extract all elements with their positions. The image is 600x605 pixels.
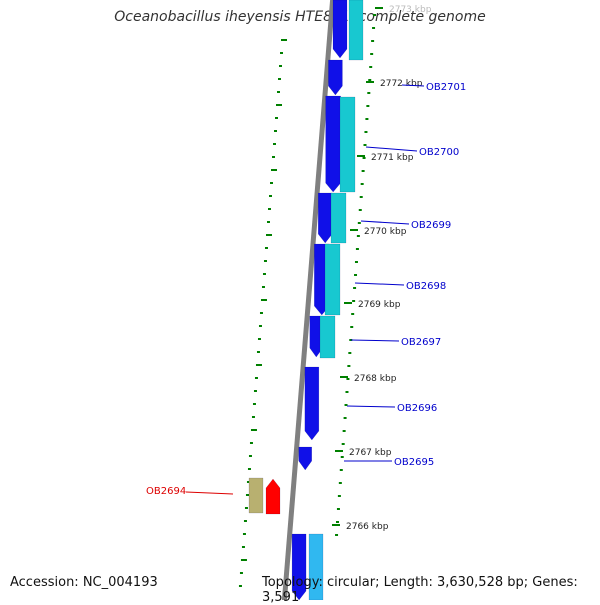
cds-cyan-gene	[324, 243, 341, 316]
gene-label-ob2697[interactable]: OB2697	[350, 337, 441, 348]
accession-text: Accession: NC_004193	[10, 575, 158, 590]
cds-forward-gene	[304, 366, 320, 441]
gene-label-ob2699[interactable]: OB2699	[360, 220, 451, 231]
gene-track	[248, 0, 364, 600]
cds-forward-gene	[317, 192, 333, 244]
kbp-tick-label: 2772 kbp	[380, 79, 423, 89]
gene-label-ob2694[interactable]: OB2694	[146, 486, 234, 497]
cds-cyan-gene	[319, 315, 336, 359]
gc-tick-track	[238, 14, 376, 587]
gene-label-ob2700[interactable]: OB2700	[365, 146, 459, 158]
kbp-tick-label: 2768 kbp	[354, 374, 397, 384]
gene-label-ob2701[interactable]: OB2701	[401, 82, 466, 93]
kbp-tick-label: 2766 kbp	[346, 522, 389, 532]
svg-text:OB2699: OB2699	[411, 220, 451, 231]
kbp-tick-label: 2769 kbp	[358, 300, 401, 310]
kbp-scale: 2773 kbp 2772 kbp 2771 kbp 2770 kbp 2769 kbp…	[332, 5, 432, 532]
genome-title: Oceanobacillus iheyensis HTE831, complet…	[114, 9, 486, 25]
gene-label-ob2695[interactable]: OB2695	[344, 457, 434, 468]
svg-text:OB2700: OB2700	[419, 147, 459, 158]
svg-text:OB2695: OB2695	[394, 457, 434, 468]
gene-label-ob2696[interactable]: OB2696	[346, 403, 437, 414]
cds-light-blue-gene	[308, 533, 324, 600]
cds-cyan-gene	[348, 0, 364, 61]
cds-red-gene	[265, 478, 281, 515]
kbp-tick-label: 2770 kbp	[364, 227, 407, 237]
kbp-tick-label: 2771 kbp	[371, 153, 414, 163]
genome-backbone	[281, 0, 336, 600]
cds-forward-gene	[325, 95, 341, 193]
cds-forward-gene	[332, 0, 348, 59]
gene-label-layer: OB2701 OB2700 OB2699 OB2698 OB2697 OB2696 OB26…	[146, 82, 466, 497]
svg-text:OB2694: OB2694	[146, 486, 186, 497]
svg-text:OB2697: OB2697	[401, 337, 441, 348]
cds-forward-gene	[328, 59, 343, 96]
kbp-tick-label: 2773 kbp	[389, 5, 432, 15]
cds-cyan-gene	[339, 96, 356, 193]
backbone-line	[281, 0, 336, 600]
cds-forward-gene	[291, 533, 307, 600]
gene-label-ob2698[interactable]: OB2698	[354, 281, 446, 292]
genome-summary-text: Topology: circular; Length: 3,630,528 bp…	[262, 575, 578, 605]
cds-forward-gene	[298, 446, 312, 471]
kbp-tick-label: 2767 kbp	[349, 448, 392, 458]
cds-cyan-gene	[330, 192, 347, 244]
svg-text:OB2698: OB2698	[406, 281, 446, 292]
cds-khaki-gene	[248, 477, 264, 514]
svg-text:OB2696: OB2696	[397, 403, 437, 414]
svg-text:OB2701: OB2701	[426, 82, 466, 93]
